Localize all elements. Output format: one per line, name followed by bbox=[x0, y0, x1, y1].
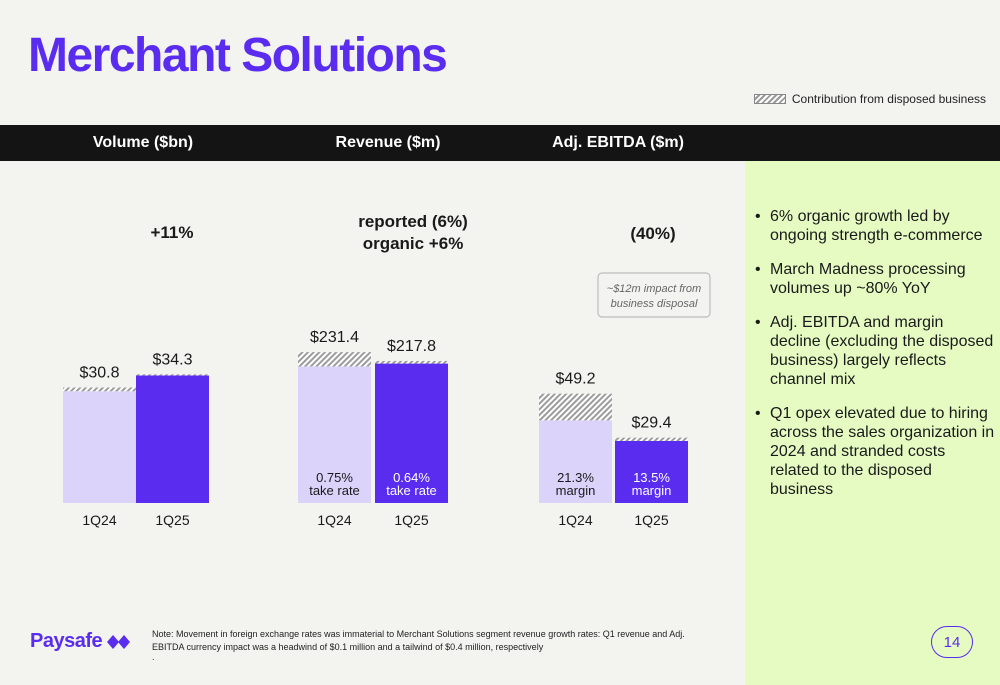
bar-inner-label: 13.5% bbox=[633, 470, 670, 485]
metric-header-band: Volume ($bn) Revenue ($m) Adj. EBITDA ($… bbox=[0, 125, 1000, 161]
bar-1q24 bbox=[539, 420, 612, 503]
bar-value-label: $30.8 bbox=[79, 365, 119, 382]
growth-label: +11% bbox=[150, 223, 193, 242]
page-title: Merchant Solutions bbox=[28, 29, 448, 82]
callout-text: ~$12m impact from bbox=[607, 283, 701, 295]
footnote: Note: Movement in foreign exchange rates… bbox=[152, 629, 685, 652]
header-volume: Volume ($bn) bbox=[92, 134, 194, 151]
x-tick-label: 1Q24 bbox=[82, 512, 116, 528]
bar-1q25 bbox=[375, 363, 448, 503]
bar-inner-label: take rate bbox=[386, 483, 437, 498]
bar-disposed-segment bbox=[615, 437, 688, 441]
bar-1q24 bbox=[63, 391, 136, 503]
bar-inner-label: 21.3% bbox=[557, 470, 594, 485]
x-tick-label: 1Q24 bbox=[558, 512, 592, 528]
bar-inner-label: 0.75% bbox=[316, 470, 353, 485]
bar-value-label: $231.4 bbox=[310, 329, 359, 346]
bullet-item: Adj. EBITDA and margin decline (excludin… bbox=[755, 313, 995, 389]
paysafe-logo: Paysafe bbox=[30, 630, 131, 653]
bar-disposed-segment bbox=[375, 360, 448, 364]
callout-box bbox=[597, 272, 711, 318]
header-ebitda: Adj. EBITDA ($m) bbox=[552, 134, 684, 151]
bar-value-label: $217.8 bbox=[387, 338, 436, 355]
growth-label: (40%) bbox=[630, 224, 675, 243]
diamond-logo-icon bbox=[107, 634, 131, 649]
page-number: 14 bbox=[931, 626, 973, 658]
growth-label: reported (6%) bbox=[358, 212, 468, 231]
x-tick-label: 1Q25 bbox=[155, 512, 189, 528]
bar-disposed-segment bbox=[136, 374, 209, 376]
growth-label: organic +6% bbox=[363, 234, 464, 253]
bar-1q25 bbox=[136, 375, 209, 503]
bar-1q24 bbox=[298, 366, 371, 503]
bar-charts: $30.81Q24$34.31Q25+11%$231.41Q240.75%tak… bbox=[63, 212, 711, 528]
bar-value-label: $49.2 bbox=[555, 371, 595, 388]
bar-value-label: $34.3 bbox=[152, 351, 192, 368]
x-tick-label: 1Q25 bbox=[634, 512, 668, 528]
hatch-swatch-icon bbox=[753, 94, 786, 104]
commentary-bullets: 6% organic growth led by ongoing strengt… bbox=[755, 207, 995, 514]
bar-disposed-segment bbox=[298, 352, 371, 367]
legend-label: Contribution from disposed business bbox=[791, 92, 986, 106]
bar-inner-label: 0.64% bbox=[393, 470, 430, 485]
callout-text: business disposal bbox=[611, 298, 698, 310]
bullet-item: 6% organic growth led by ongoing strengt… bbox=[755, 207, 995, 245]
bar-disposed-segment bbox=[63, 387, 136, 392]
header-revenue: Revenue ($m) bbox=[335, 134, 441, 151]
footnote-dot: . bbox=[152, 652, 155, 662]
chart-legend: Contribution from disposed business bbox=[753, 92, 986, 106]
bar-1q25 bbox=[615, 441, 688, 503]
bar-disposed-segment bbox=[539, 393, 612, 421]
bar-value-label: $29.4 bbox=[631, 415, 671, 432]
x-tick-label: 1Q24 bbox=[317, 512, 351, 528]
x-tick-label: 1Q25 bbox=[394, 512, 428, 528]
logo-wordmark: Paysafe bbox=[30, 630, 103, 652]
bullet-item: March Madness processing volumes up ~80%… bbox=[755, 260, 995, 298]
bar-inner-label: margin bbox=[556, 483, 596, 498]
bullet-item: Q1 opex elevated due to hiring across th… bbox=[755, 404, 995, 499]
bar-inner-label: take rate bbox=[309, 483, 360, 498]
bar-inner-label: margin bbox=[632, 483, 672, 498]
